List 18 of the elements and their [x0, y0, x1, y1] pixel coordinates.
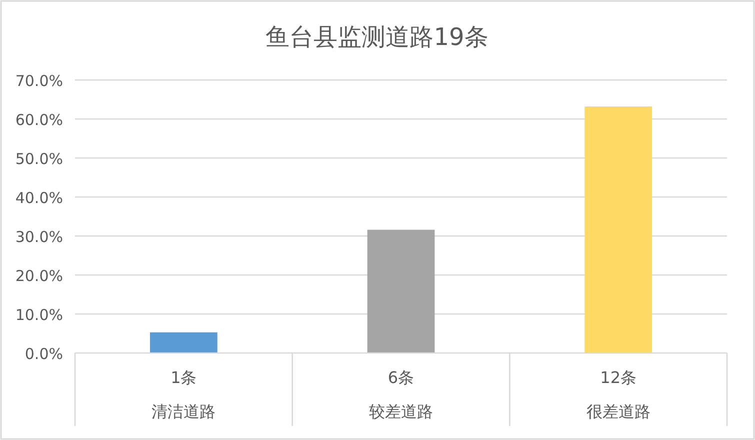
y-tick-label: 70.0% [15, 72, 63, 90]
x-tick-label: 清洁道路 [152, 402, 216, 421]
y-tick-label: 60.0% [15, 111, 63, 129]
bar [367, 230, 435, 353]
y-tick-label: 30.0% [15, 228, 63, 246]
text: 1条 [170, 368, 197, 387]
text: 6条 [388, 368, 414, 387]
text: 12条 [600, 368, 637, 387]
bar [584, 106, 652, 353]
y-tick-label: 50.0% [15, 150, 63, 168]
x-tick-label: 较差道路 [369, 402, 433, 421]
chart-title: 鱼台县监测道路19条 [266, 23, 488, 51]
y-tick-label: 0.0% [24, 345, 63, 363]
x-tick-label: 很差道路 [586, 402, 650, 421]
y-tick-label: 10.0% [15, 306, 63, 324]
y-tick-label: 40.0% [15, 189, 63, 207]
bar [150, 332, 218, 353]
y-tick-label: 20.0% [15, 267, 63, 285]
